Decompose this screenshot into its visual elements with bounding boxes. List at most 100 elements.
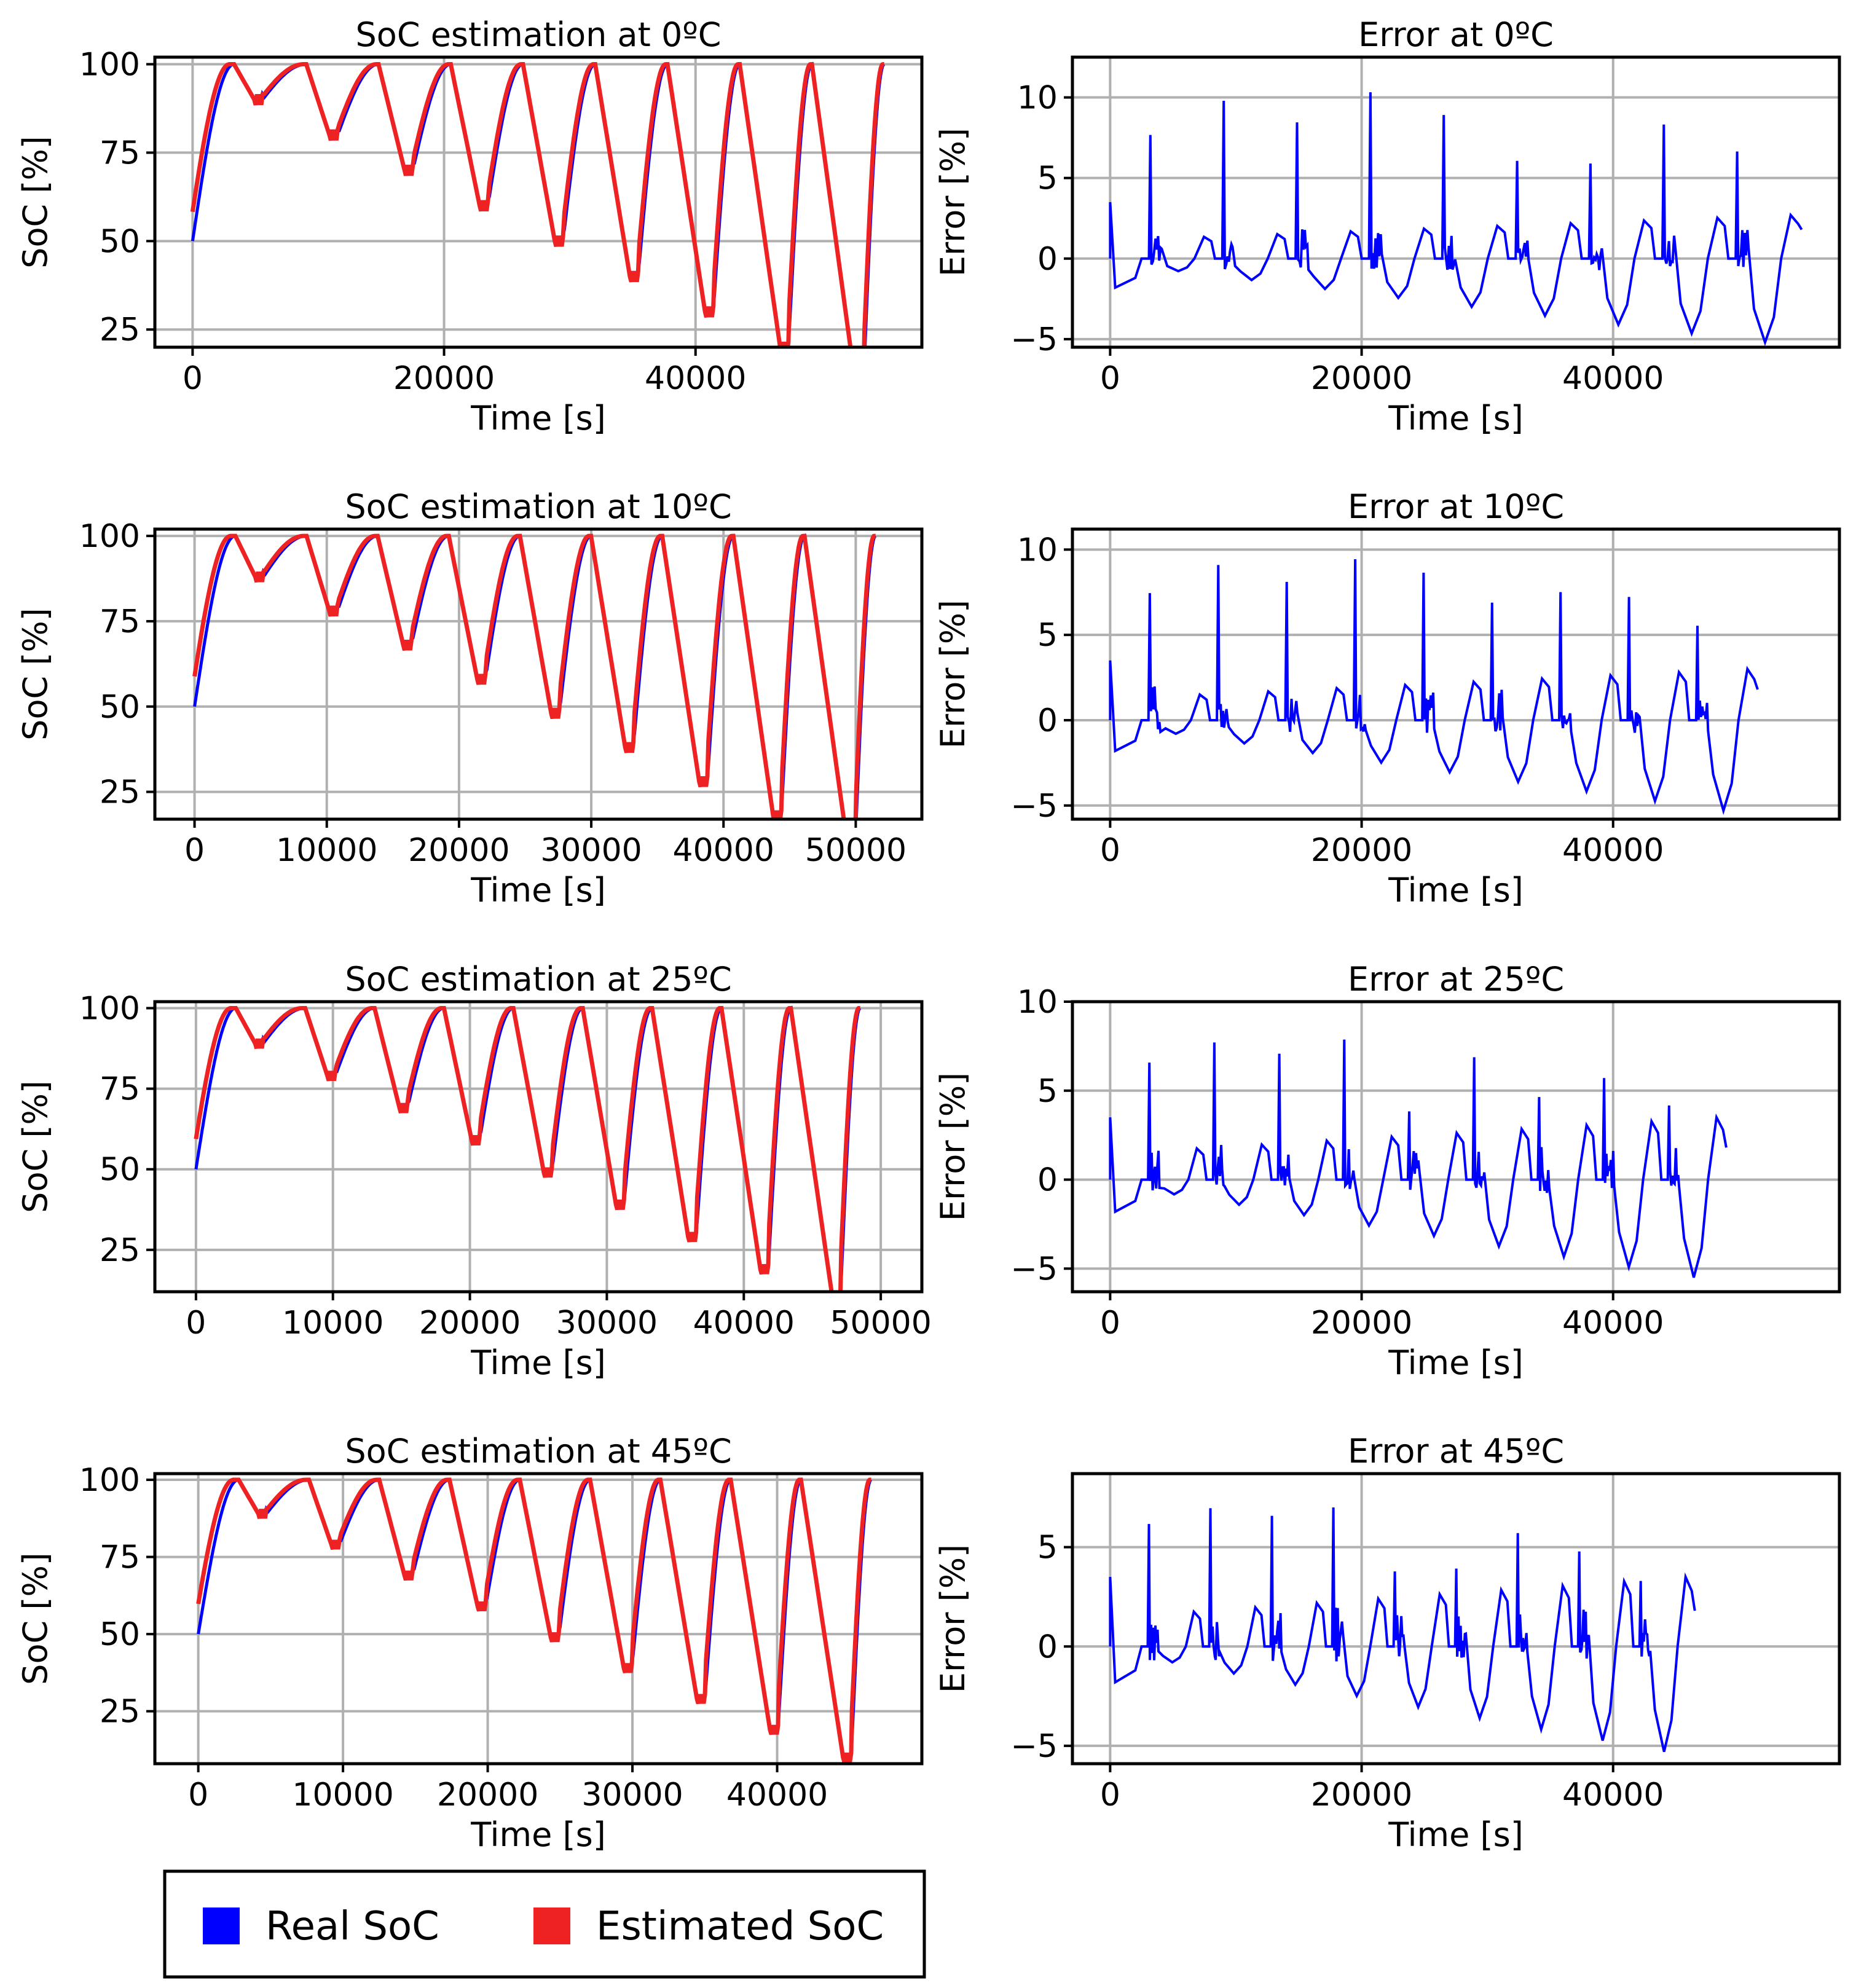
x-tick-label-soc10-4: 40000 xyxy=(673,832,774,869)
subplot-soc10: 0 10000 20000 30000 40000 50000 25 50 75 100 SoC e… xyxy=(16,487,924,910)
x-tick-label-soc45-1: 10000 xyxy=(292,1777,393,1813)
series-line-estimated-soc-soc10 xyxy=(192,533,876,819)
x-axis-label-err0: Time [s] xyxy=(1388,399,1524,438)
x-tick-label-err45-1: 20000 xyxy=(1311,1777,1412,1813)
axes-frame-err45 xyxy=(1071,1472,1841,1766)
x-tick-label-soc10-1: 10000 xyxy=(276,832,377,869)
x-tick-label-soc10-0: 0 xyxy=(184,832,205,869)
legend-label-real-soc: Real SoC xyxy=(265,1904,439,1949)
y-tick-label-soc10-0: 25 xyxy=(100,774,140,811)
axes-frame-soc25 xyxy=(153,1000,924,1294)
x-tick-label-soc25-4: 40000 xyxy=(693,1305,795,1342)
x-axis-label-soc25: Time [s] xyxy=(470,1343,606,1382)
x-tick-label-err25-0: 0 xyxy=(1100,1305,1120,1342)
legend-swatch-real-soc xyxy=(203,1907,240,1944)
y-axis-label-soc45: SoC [%] xyxy=(16,1552,55,1685)
series-line-estimated-soc-soc45 xyxy=(196,1477,871,1763)
y-tick-label-soc10-2: 75 xyxy=(100,603,140,640)
series-line-estimated-soc-soc25 xyxy=(194,1006,860,1292)
x-tick-label-soc45-4: 40000 xyxy=(726,1777,828,1813)
series-line-error-err25 xyxy=(1109,1039,1728,1278)
axes-frame-soc10 xyxy=(153,527,924,821)
y-tick-label-soc10-1: 50 xyxy=(100,689,140,726)
plot-area-err10 xyxy=(1072,529,1839,819)
chart-title-err45: Error at 45ºC xyxy=(1348,1432,1564,1471)
x-tick-label-err25-2: 40000 xyxy=(1562,1305,1664,1342)
x-tick-label-soc0-1: 20000 xyxy=(393,360,495,397)
legend: Real SoC Estimated SoC xyxy=(163,1869,926,1979)
chart-title-err25: Error at 25ºC xyxy=(1348,960,1564,999)
x-tick-label-err25-1: 20000 xyxy=(1311,1305,1412,1342)
x-tick-label-soc0-0: 0 xyxy=(183,360,203,397)
chart-title-err10: Error at 10ºC xyxy=(1348,487,1564,526)
x-tick-label-soc25-5: 50000 xyxy=(830,1305,931,1342)
plot-area-soc10 xyxy=(155,529,922,819)
x-tick-label-soc0-2: 40000 xyxy=(645,360,746,397)
subplot-err10: 0 20000 40000 −5 0 5 10 Error at 10ºC Time [s] Er… xyxy=(934,487,1841,910)
y-tick-label-soc25-3: 100 xyxy=(79,990,140,1027)
y-tick-label-err25-3: 10 xyxy=(1017,984,1058,1021)
x-tick-label-soc10-5: 50000 xyxy=(805,832,906,869)
axes-frame-err0 xyxy=(1071,55,1841,349)
y-tick-label-err45-1: 0 xyxy=(1037,1629,1058,1665)
y-axis-label-err45: Error [%] xyxy=(934,1544,972,1693)
x-tick-label-soc45-0: 0 xyxy=(188,1777,208,1813)
y-tick-label-err45-2: 5 xyxy=(1037,1530,1058,1566)
y-tick-label-soc10-3: 100 xyxy=(79,518,140,555)
y-tick-label-err25-2: 5 xyxy=(1037,1073,1058,1110)
x-tick-label-err0-2: 40000 xyxy=(1562,360,1664,397)
chart-title-soc0: SoC estimation at 0ºC xyxy=(356,15,722,54)
series-line-error-err0 xyxy=(1109,92,1803,347)
subplot-err25: 0 20000 40000 −5 0 5 10 Error at 25ºC Time [s] Er… xyxy=(934,960,1841,1382)
y-tick-label-err0-1: 0 xyxy=(1037,241,1058,278)
series-line-error-err45 xyxy=(1109,1507,1696,1753)
x-tick-label-err10-0: 0 xyxy=(1100,832,1120,869)
y-tick-label-soc0-1: 50 xyxy=(100,223,140,260)
series-line-estimated-soc-soc0 xyxy=(190,62,884,347)
chart-title-soc45: SoC estimation at 45ºC xyxy=(345,1432,731,1471)
plot-area-soc45 xyxy=(155,1474,922,1764)
series-line-error-err10 xyxy=(1109,559,1759,815)
axes-frame-err25 xyxy=(1071,1000,1841,1294)
y-tick-label-soc25-2: 75 xyxy=(100,1071,140,1108)
y-tick-label-err25-1: 0 xyxy=(1037,1162,1058,1199)
subplot-err0: 0 20000 40000 −5 0 5 10 Error at 0ºC Time [s] Err… xyxy=(934,15,1841,438)
axes-frame-err10 xyxy=(1071,527,1841,821)
y-axis-label-err0: Error [%] xyxy=(934,128,972,277)
y-tick-label-soc0-0: 25 xyxy=(100,312,140,348)
axes-frame-soc45 xyxy=(153,1472,924,1766)
x-tick-label-err45-2: 40000 xyxy=(1562,1777,1664,1813)
x-tick-label-soc25-2: 20000 xyxy=(419,1305,521,1342)
x-axis-label-err45: Time [s] xyxy=(1388,1815,1524,1854)
x-axis-label-err25: Time [s] xyxy=(1388,1343,1524,1382)
x-tick-label-err0-1: 20000 xyxy=(1311,360,1412,397)
y-tick-label-soc0-2: 75 xyxy=(100,135,140,171)
x-axis-label-soc10: Time [s] xyxy=(470,871,606,910)
y-tick-label-soc45-0: 25 xyxy=(100,1694,140,1731)
axes-frame-soc0 xyxy=(153,55,924,349)
plot-area-soc0 xyxy=(155,57,922,347)
y-tick-label-err25-0: −5 xyxy=(1010,1251,1058,1287)
y-tick-label-err45-0: −5 xyxy=(1010,1728,1058,1765)
y-axis-label-soc25: SoC [%] xyxy=(16,1080,55,1213)
x-tick-label-err45-0: 0 xyxy=(1100,1777,1120,1813)
chart-title-soc10: SoC estimation at 10ºC xyxy=(345,487,731,526)
x-tick-label-soc10-3: 30000 xyxy=(540,832,642,869)
x-axis-label-err10: Time [s] xyxy=(1388,871,1524,910)
y-axis-label-err25: Error [%] xyxy=(934,1072,972,1221)
x-tick-label-soc45-2: 20000 xyxy=(437,1777,538,1813)
subplot-soc0: 0 20000 40000 25 50 75 100 SoC estimation at 0º… xyxy=(16,15,924,438)
x-tick-label-err10-1: 20000 xyxy=(1311,832,1412,869)
legend-swatch-estimated-soc xyxy=(533,1907,570,1944)
y-tick-label-soc45-1: 50 xyxy=(100,1616,140,1653)
y-tick-label-soc45-3: 100 xyxy=(79,1462,140,1499)
legend-label-estimated-soc: Estimated SoC xyxy=(596,1904,884,1949)
x-tick-label-soc10-2: 20000 xyxy=(408,832,509,869)
subplot-soc45: 0 10000 20000 30000 40000 25 50 75 100 SoC estima… xyxy=(16,1432,924,1854)
x-axis-label-soc0: Time [s] xyxy=(470,399,606,438)
y-tick-label-err10-2: 5 xyxy=(1037,617,1058,654)
chart-title-soc25: SoC estimation at 25ºC xyxy=(345,960,731,999)
y-tick-label-soc25-0: 25 xyxy=(100,1232,140,1269)
